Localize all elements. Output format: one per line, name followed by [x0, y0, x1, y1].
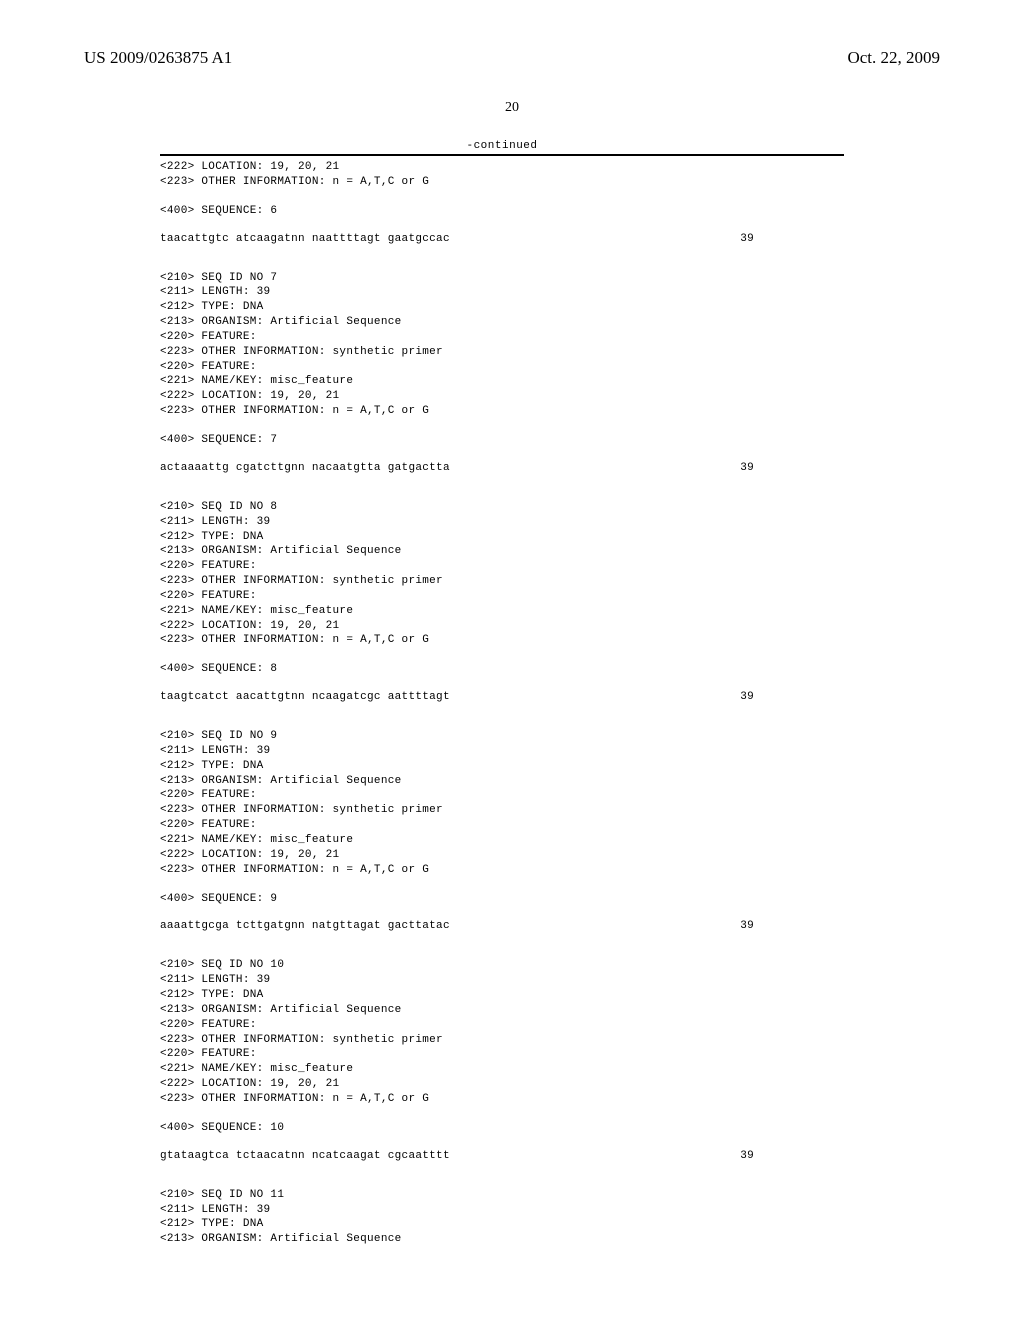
seq-tag: <221> NAME/KEY: misc_feature: [160, 1062, 844, 1077]
seq-tag: <212> TYPE: DNA: [160, 530, 844, 545]
sequence-row: actaaaattg cgatcttgnn nacaatgtta gatgact…: [160, 462, 844, 474]
seq-tag: <213> ORGANISM: Artificial Sequence: [160, 1003, 844, 1018]
seq-tag: <222> LOCATION: 19, 20, 21: [160, 389, 844, 404]
seq-tag: <222> LOCATION: 19, 20, 21: [160, 848, 844, 863]
seq-tag: <211> LENGTH: 39: [160, 285, 844, 300]
seq-tag: <210> SEQ ID NO 8: [160, 500, 844, 515]
seq-tag: <210> SEQ ID NO 11: [160, 1188, 844, 1203]
sequence-listing-content: -continued <222> LOCATION: 19, 20, 21 <2…: [0, 140, 1024, 1247]
seq-tag: <223> OTHER INFORMATION: n = A,T,C or G: [160, 863, 844, 878]
seq-tag: <223> OTHER INFORMATION: synthetic prime…: [160, 803, 844, 818]
publication-date: Oct. 22, 2009: [847, 48, 940, 68]
sequence-row: taagtcatct aacattgtnn ncaagatcgc aatttta…: [160, 691, 844, 703]
sequence-label: <400> SEQUENCE: 7: [160, 433, 844, 448]
seq-tag: <212> TYPE: DNA: [160, 988, 844, 1003]
seq-tag: <220> FEATURE:: [160, 818, 844, 833]
seq-tag: <211> LENGTH: 39: [160, 515, 844, 530]
seq-tag: <222> LOCATION: 19, 20, 21: [160, 160, 844, 175]
sequence-length: 39: [740, 462, 844, 474]
publication-number: US 2009/0263875 A1: [84, 48, 232, 68]
page-header: US 2009/0263875 A1 Oct. 22, 2009: [0, 0, 1024, 68]
seq-tag: <220> FEATURE:: [160, 330, 844, 345]
seq-tag: <210> SEQ ID NO 9: [160, 729, 844, 744]
seq-tag: <220> FEATURE:: [160, 1047, 844, 1062]
seq-tag: <211> LENGTH: 39: [160, 1203, 844, 1218]
seq-tag: <211> LENGTH: 39: [160, 744, 844, 759]
seq-tag: <213> ORGANISM: Artificial Sequence: [160, 544, 844, 559]
seq-tag: <221> NAME/KEY: misc_feature: [160, 833, 844, 848]
seq-tag: <220> FEATURE:: [160, 788, 844, 803]
seq-tag: <220> FEATURE:: [160, 559, 844, 574]
seq-tag: <220> FEATURE:: [160, 1018, 844, 1033]
seq-tag: <221> NAME/KEY: misc_feature: [160, 374, 844, 389]
page-number: 20: [0, 100, 1024, 116]
sequence-text: actaaaattg cgatcttgnn nacaatgtta gatgact…: [160, 462, 450, 474]
seq-tag: <222> LOCATION: 19, 20, 21: [160, 1077, 844, 1092]
seq-tag: <212> TYPE: DNA: [160, 759, 844, 774]
sequence-text: aaaattgcga tcttgatgnn natgttagat gacttat…: [160, 920, 450, 932]
sequence-row: aaaattgcga tcttgatgnn natgttagat gacttat…: [160, 920, 844, 932]
seq-tag: <210> SEQ ID NO 7: [160, 271, 844, 286]
sequence-text: taacattgtc atcaagatnn naattttagt gaatgcc…: [160, 233, 450, 245]
seq-tag: <220> FEATURE:: [160, 360, 844, 375]
sequence-text: gtataagtca tctaacatnn ncatcaagat cgcaatt…: [160, 1150, 450, 1162]
seq-tag: <212> TYPE: DNA: [160, 1217, 844, 1232]
seq-tag: <223> OTHER INFORMATION: n = A,T,C or G: [160, 633, 844, 648]
sequence-length: 39: [740, 920, 844, 932]
sequence-length: 39: [740, 691, 844, 703]
divider: [160, 154, 844, 156]
seq-tag: <222> LOCATION: 19, 20, 21: [160, 619, 844, 634]
seq-tag: <223> OTHER INFORMATION: synthetic prime…: [160, 1033, 844, 1048]
seq-tag: <211> LENGTH: 39: [160, 973, 844, 988]
seq-tag: <223> OTHER INFORMATION: synthetic prime…: [160, 345, 844, 360]
seq-tag: <223> OTHER INFORMATION: n = A,T,C or G: [160, 1092, 844, 1107]
seq-tag: <212> TYPE: DNA: [160, 300, 844, 315]
sequence-label: <400> SEQUENCE: 8: [160, 662, 844, 677]
seq-tag: <223> OTHER INFORMATION: n = A,T,C or G: [160, 175, 844, 190]
sequence-label: <400> SEQUENCE: 9: [160, 892, 844, 907]
sequence-row: taacattgtc atcaagatnn naattttagt gaatgcc…: [160, 233, 844, 245]
sequence-length: 39: [740, 233, 844, 245]
seq-tag: <221> NAME/KEY: misc_feature: [160, 604, 844, 619]
seq-tag: <213> ORGANISM: Artificial Sequence: [160, 774, 844, 789]
sequence-label: <400> SEQUENCE: 10: [160, 1121, 844, 1136]
seq-tag: <223> OTHER INFORMATION: n = A,T,C or G: [160, 404, 844, 419]
continued-label: -continued: [160, 140, 844, 152]
seq-tag: <220> FEATURE:: [160, 589, 844, 604]
sequence-text: taagtcatct aacattgtnn ncaagatcgc aatttta…: [160, 691, 450, 703]
seq-tag: <223> OTHER INFORMATION: synthetic prime…: [160, 574, 844, 589]
seq-tag: <213> ORGANISM: Artificial Sequence: [160, 315, 844, 330]
sequence-row: gtataagtca tctaacatnn ncatcaagat cgcaatt…: [160, 1150, 844, 1162]
sequence-length: 39: [740, 1150, 844, 1162]
seq-tag: <213> ORGANISM: Artificial Sequence: [160, 1232, 844, 1247]
sequence-label: <400> SEQUENCE: 6: [160, 204, 844, 219]
seq-tag: <210> SEQ ID NO 10: [160, 958, 844, 973]
